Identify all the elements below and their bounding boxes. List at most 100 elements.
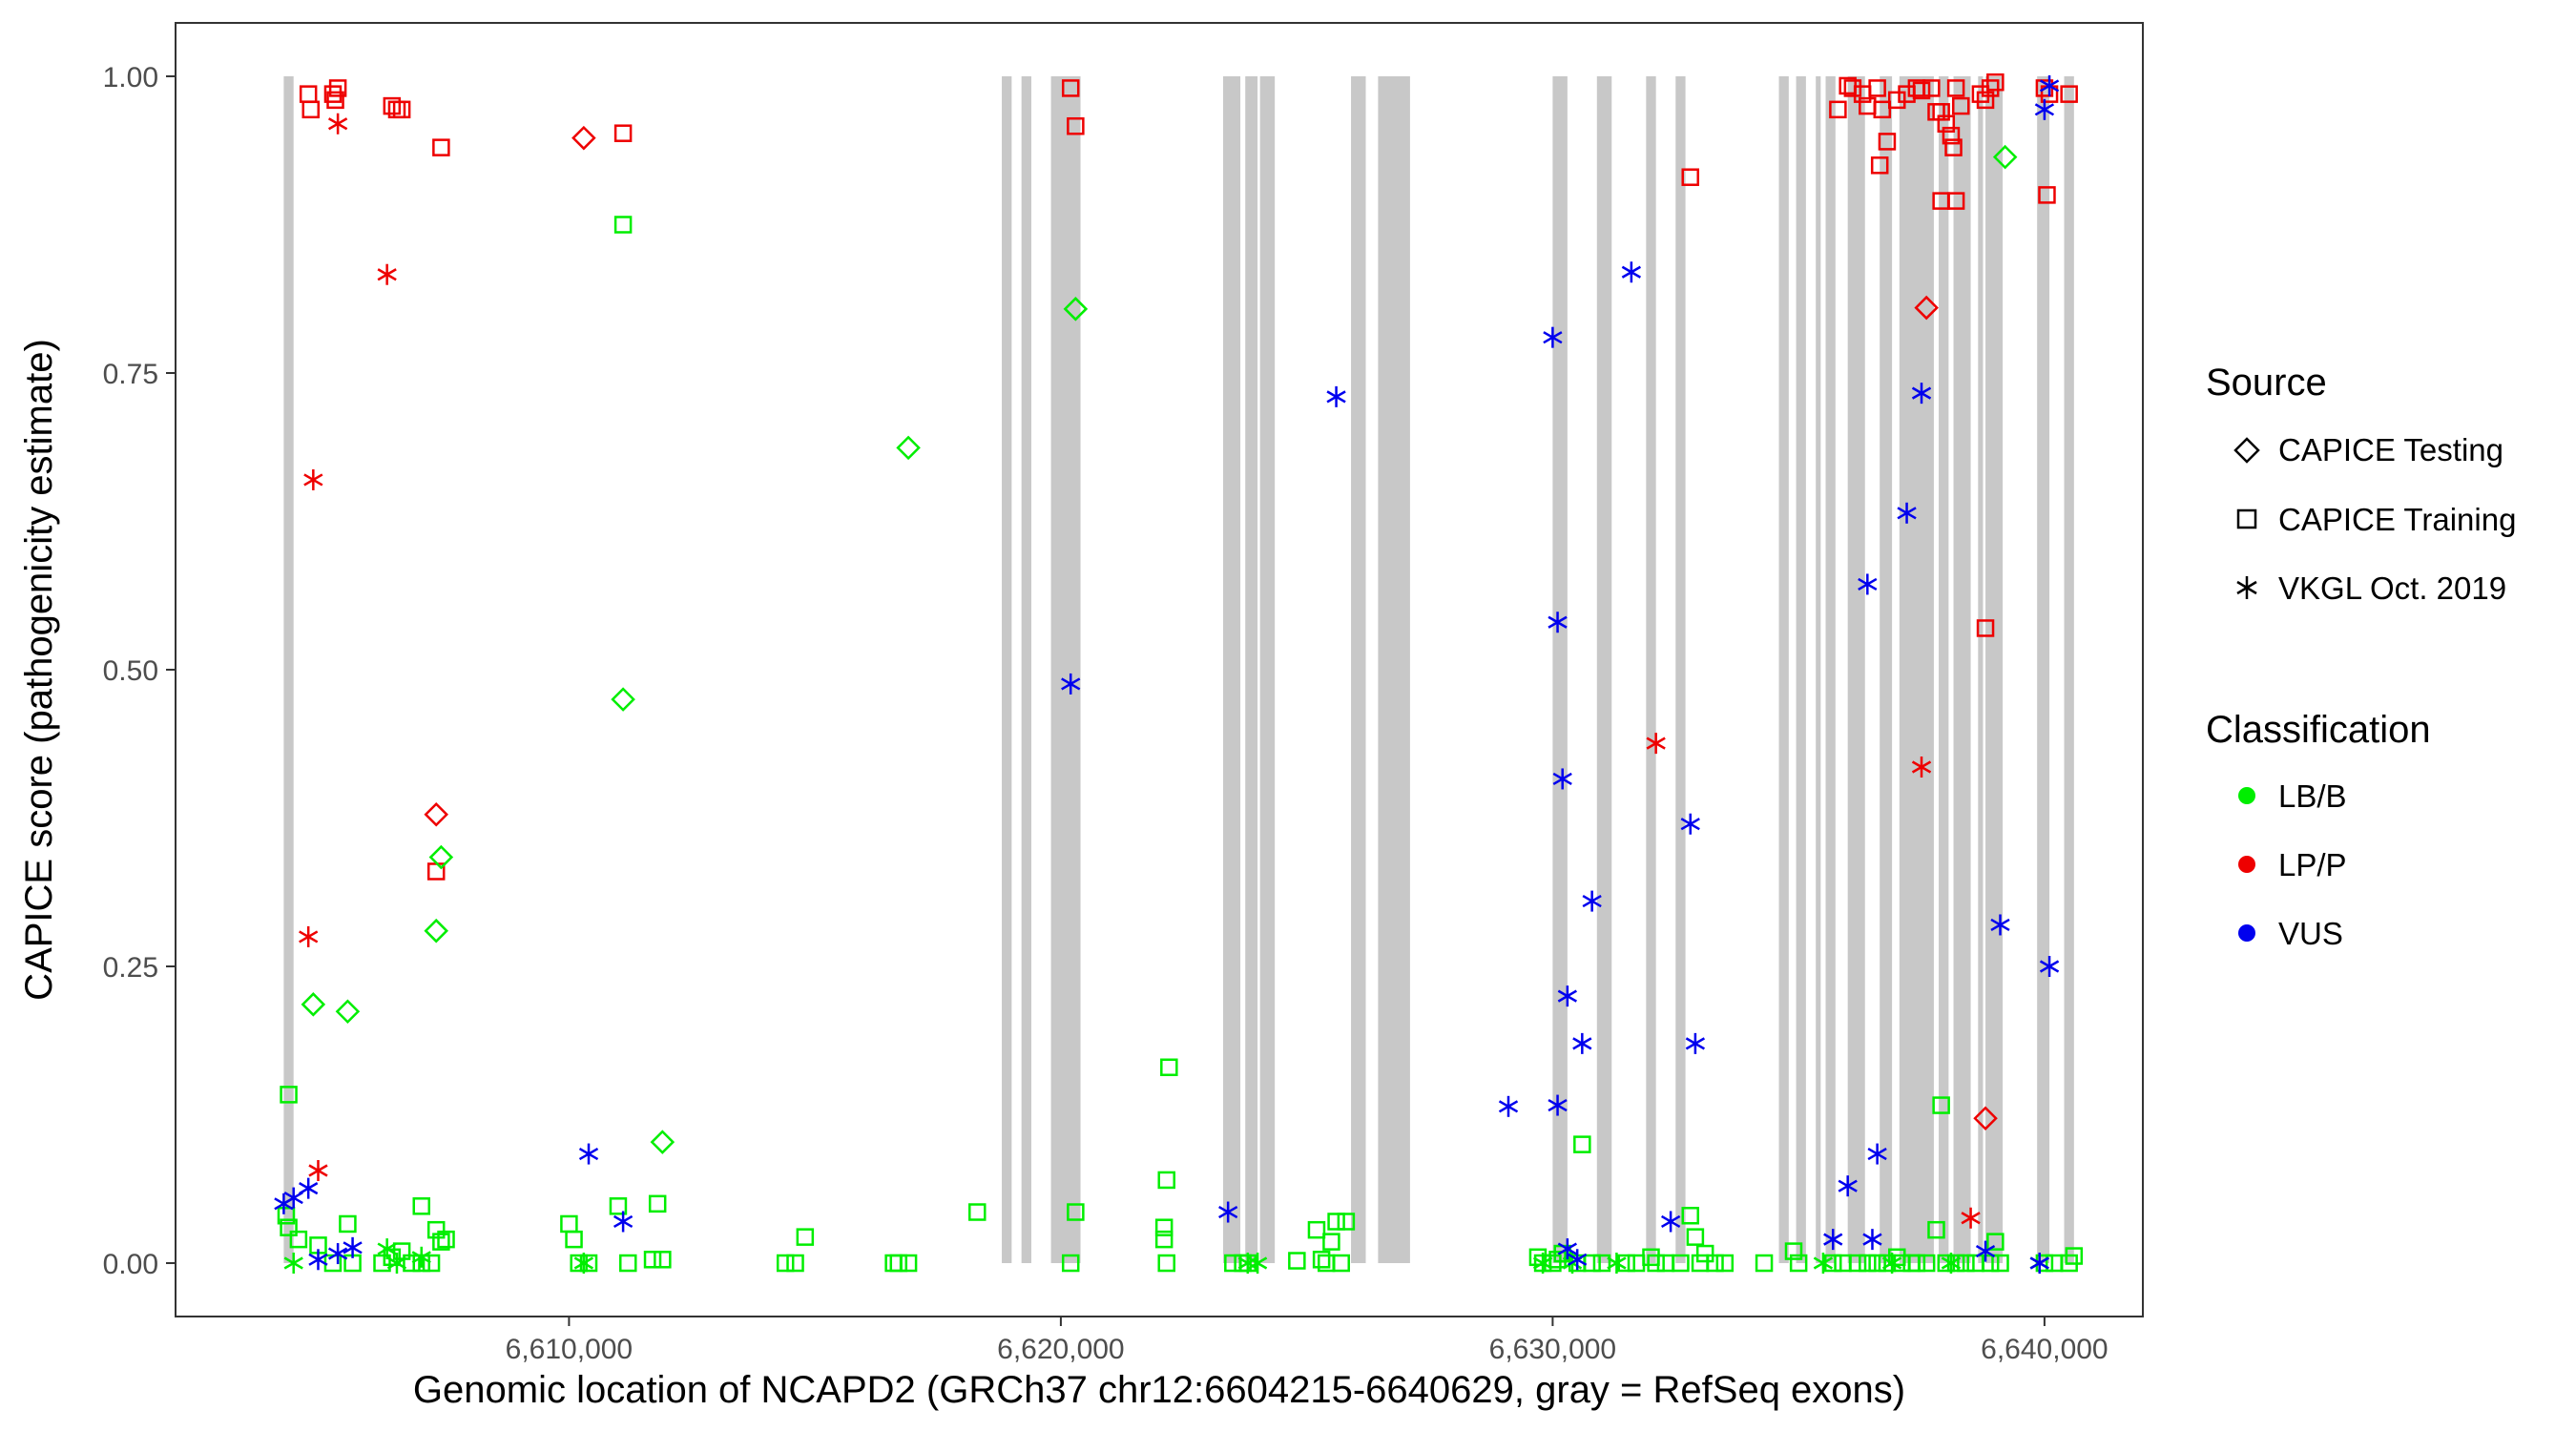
point-training <box>579 1254 598 1273</box>
point-training <box>1332 1254 1350 1273</box>
point-vkgl <box>299 1177 319 1199</box>
exon-band <box>1646 75 1656 1264</box>
point-vkgl <box>1838 1175 1858 1197</box>
point-vkgl <box>1568 1249 1588 1271</box>
point-training <box>2038 186 2056 204</box>
point-training <box>1912 81 1931 100</box>
point-training <box>1592 1254 1611 1273</box>
point-training <box>1627 1254 1646 1273</box>
point-vkgl <box>327 1243 348 1265</box>
point-vkgl <box>1552 768 1572 790</box>
x-axis-ticks: 6,610,000 6,620,000 6,630,000 6,640,000 <box>506 1317 2109 1365</box>
point-training <box>1789 1254 1808 1273</box>
point-vkgl <box>1858 573 1878 595</box>
point-training <box>1927 1220 1945 1239</box>
point-training <box>1706 1254 1724 1273</box>
point-vkgl <box>1862 1229 1882 1251</box>
point-training <box>1878 133 1897 151</box>
x-tick-label: 6,610,000 <box>506 1334 633 1365</box>
point-vkgl <box>1532 1253 1553 1275</box>
exon-band <box>1847 75 1865 1264</box>
point-training <box>570 1254 588 1273</box>
point-training <box>1573 1135 1591 1153</box>
point-vkgl <box>1813 1253 1834 1275</box>
point-vkgl <box>1218 1201 1238 1223</box>
point-vkgl <box>1548 612 1568 633</box>
point-vkgl <box>2034 98 2055 120</box>
point-training <box>437 1230 455 1249</box>
point-training <box>776 1254 795 1273</box>
point-training <box>1307 1220 1326 1239</box>
point-vkgl <box>1685 1032 1706 1054</box>
legend-class-item-vus: VUS <box>2238 916 2343 951</box>
asterisk-symbol-icon <box>2236 576 2257 599</box>
point-training <box>1154 1230 1174 1249</box>
exon-band <box>1223 75 1241 1264</box>
point-vkgl <box>1498 1095 1519 1117</box>
y-tick-label: 0.00 <box>103 1249 158 1280</box>
point-testing <box>1063 297 1089 321</box>
exon-band <box>1378 75 1410 1264</box>
point-training <box>619 1254 637 1273</box>
point-vkgl <box>1247 1253 1268 1275</box>
point-vkgl <box>613 1211 634 1233</box>
exon-band <box>1985 75 2004 1264</box>
exon-band <box>1021 75 1031 1264</box>
exon-band <box>1796 75 1806 1264</box>
point-training <box>1288 1252 1306 1270</box>
point-vkgl <box>1646 733 1666 755</box>
y-tick-label: 1.00 <box>103 62 158 93</box>
point-vkgl <box>1990 914 2010 936</box>
point-training <box>1888 91 1906 110</box>
point-training <box>392 100 411 119</box>
point-training <box>383 96 402 115</box>
point-testing <box>650 1130 675 1154</box>
point-training <box>2035 1254 2054 1273</box>
point-training <box>613 216 633 234</box>
exon-band <box>2037 75 2050 1264</box>
point-training <box>1691 1254 1710 1273</box>
point-training <box>289 1230 308 1249</box>
point-training <box>1672 1254 1690 1273</box>
y-tick-label: 0.25 <box>103 952 158 984</box>
legend-class-label: VUS <box>2278 916 2343 951</box>
point-training <box>373 1254 391 1273</box>
exon-band <box>1825 75 1836 1264</box>
legend-source-item-testing: CAPICE Testing <box>2233 432 2503 467</box>
point-training <box>1971 85 1990 103</box>
x-tick-label: 6,640,000 <box>1981 1334 2108 1365</box>
point-training <box>1327 1213 1345 1231</box>
x-tick-label: 6,620,000 <box>997 1334 1124 1365</box>
point-training <box>1957 1254 1975 1273</box>
point-training <box>1681 1207 1699 1225</box>
point-vkgl <box>1557 985 1577 1007</box>
point-testing <box>1914 295 1939 321</box>
vus-dot-icon <box>2238 924 2255 942</box>
point-vkgl <box>1680 813 1700 835</box>
point-testing <box>1992 144 2018 170</box>
point-training <box>1937 114 1956 133</box>
point-training <box>280 1218 298 1236</box>
legend: Source CAPICE Testing CAPICE Training VK… <box>2206 362 2516 951</box>
point-training <box>1868 79 1886 97</box>
exon-band <box>1259 75 1276 1264</box>
point-vkgl <box>2039 74 2060 96</box>
point-training <box>643 1251 662 1269</box>
point-training <box>1686 1228 1705 1246</box>
point-vkgl <box>283 1253 303 1275</box>
point-vkgl <box>2039 956 2060 978</box>
point-training <box>889 1254 908 1273</box>
point-training <box>412 1197 430 1215</box>
point-training <box>1848 1254 1867 1273</box>
point-training <box>1932 103 1950 121</box>
point-training <box>899 1254 918 1273</box>
diamond-symbol-icon <box>2233 437 2260 464</box>
point-training <box>339 1214 357 1234</box>
point-training <box>1617 1254 1635 1273</box>
point-training <box>1715 1254 1735 1273</box>
exon-band <box>1816 75 1821 1264</box>
point-training <box>2065 1247 2084 1265</box>
point-training <box>1061 1254 1080 1273</box>
point-vkgl <box>1897 502 1917 524</box>
legend-class-label: LB/B <box>2278 778 2347 814</box>
